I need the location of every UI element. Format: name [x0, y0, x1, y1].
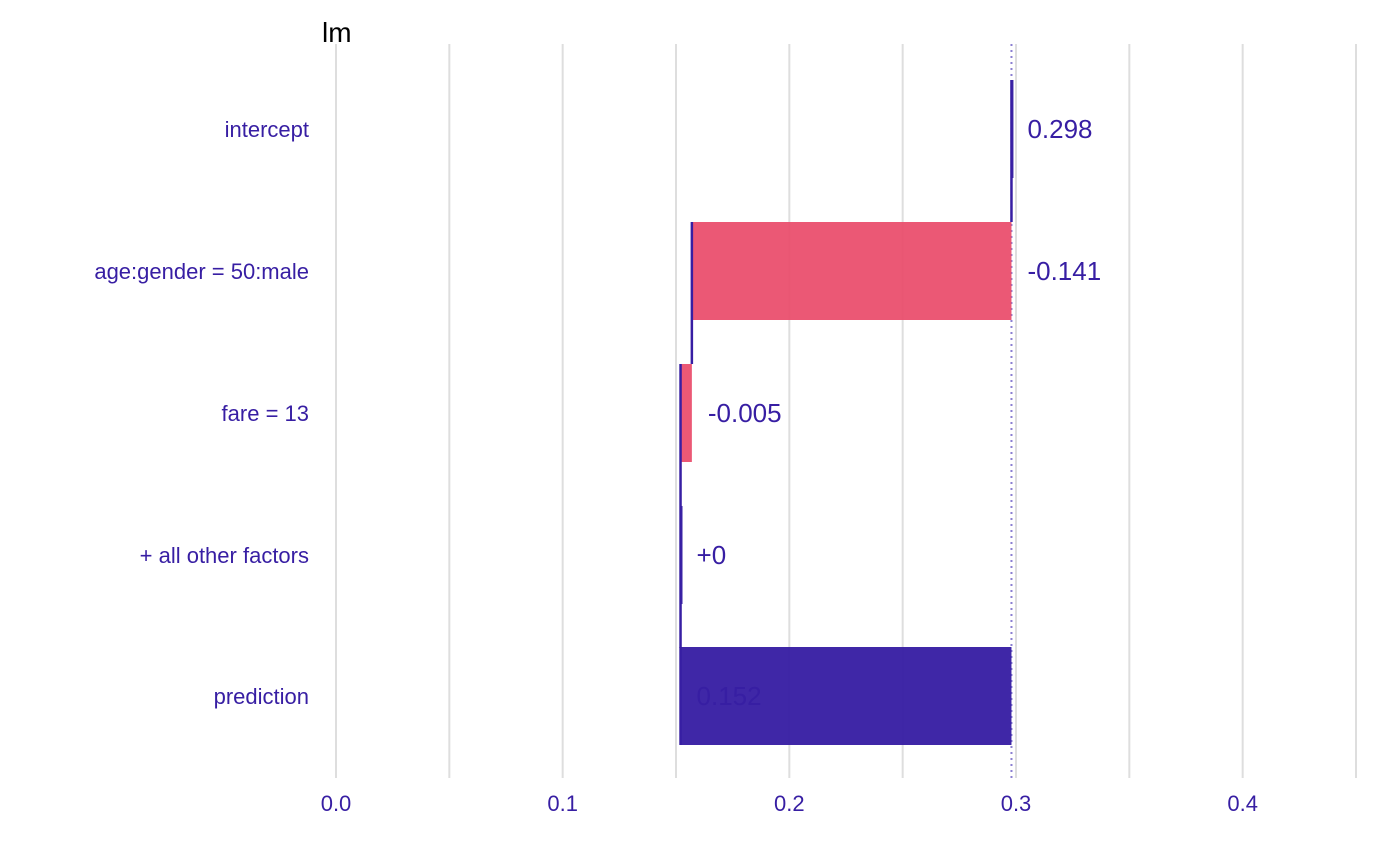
bar-negative: [691, 222, 1012, 320]
data-label: +0: [697, 540, 727, 570]
bar-negative: [680, 364, 692, 462]
labels: 0.0 0.1 0.2 0.3 0.4 intercept 0.298 age:gender …: [94, 114, 1258, 816]
y-category-label: + all other factors: [140, 543, 309, 568]
y-category-label: fare = 13: [222, 401, 309, 426]
data-label: -0.141: [1027, 256, 1101, 286]
data-label: 0.152: [697, 681, 762, 711]
grid-lines: [335, 44, 1357, 778]
x-tick-label: 0.4: [1227, 791, 1258, 816]
x-tick-label: 0.0: [321, 791, 352, 816]
data-label: -0.005: [708, 398, 782, 428]
bar-prediction: [680, 647, 1012, 745]
x-tick-label: 0.2: [774, 791, 805, 816]
x-tick-label: 0.1: [547, 791, 578, 816]
x-tick-label: 0.3: [1001, 791, 1032, 816]
chart-title: lm: [322, 17, 352, 48]
y-category-label: age:gender = 50:male: [94, 259, 309, 284]
data-label: 0.298: [1027, 114, 1092, 144]
y-category-label: prediction: [214, 684, 309, 709]
bars: [679, 80, 1014, 745]
y-category-label: intercept: [225, 117, 309, 142]
